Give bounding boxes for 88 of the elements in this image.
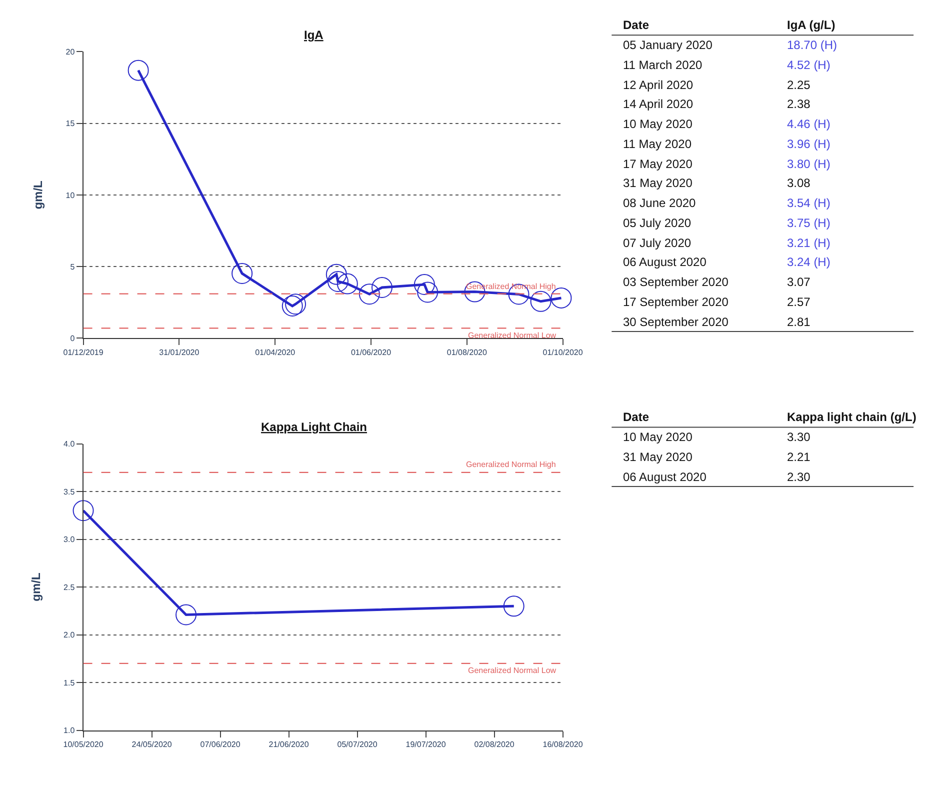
- x-tick-label: 21/06/2020: [268, 740, 310, 749]
- x-tick-label: 16/08/2020: [542, 740, 584, 749]
- y-tick-label: 3.0: [64, 535, 76, 544]
- chart-title: IgA: [304, 28, 324, 42]
- text: 11 May 2020: [623, 137, 692, 151]
- ref-line-label: Generalized Normal High: [466, 460, 556, 469]
- text: 03 September 2020: [623, 275, 729, 289]
- text: 2.57: [787, 295, 811, 309]
- text: 05 July 2020: [623, 216, 692, 230]
- text: 07 July 2020: [623, 236, 692, 250]
- y-tick-label: 15: [66, 119, 76, 128]
- text: 30 September 2020: [623, 315, 729, 329]
- text: 2.38: [787, 97, 811, 111]
- y-tick-label: 1.0: [64, 726, 76, 736]
- point: [372, 277, 392, 298]
- x-tick-label: 24/05/2020: [132, 740, 172, 749]
- text: 17 September 2020: [623, 295, 729, 309]
- text: 2.30: [787, 470, 811, 484]
- text: 3.21 (H): [787, 236, 830, 250]
- x-tick-label: 01/10/2020: [542, 348, 584, 357]
- x-tick-label: 07/06/2020: [200, 740, 241, 749]
- point: [176, 604, 197, 626]
- y-tick-label: 10: [66, 190, 76, 200]
- point: [503, 596, 524, 617]
- point: [358, 284, 380, 305]
- text: 3.24 (H): [787, 255, 830, 269]
- chart-title: Kappa Light Chain: [261, 420, 367, 434]
- text: 3.07: [787, 275, 811, 289]
- text: 06 August 2020: [623, 255, 707, 269]
- x-tick-label: 31/01/2020: [159, 348, 200, 357]
- ref-line-label: Generalized Normal Low: [468, 666, 556, 675]
- text: 2.25: [787, 78, 811, 92]
- point: [282, 295, 303, 316]
- x-tick-label: 10/05/2020: [63, 740, 104, 749]
- point: [530, 290, 552, 312]
- point: [327, 270, 348, 292]
- text: 11 March 2020: [623, 58, 702, 72]
- point: [128, 60, 149, 81]
- text: 2.81: [787, 315, 811, 329]
- text: 10 May 2020: [623, 430, 693, 444]
- point: [285, 294, 306, 315]
- point: [72, 500, 94, 522]
- text: IgA (g/L): [787, 18, 836, 32]
- text: 4.52 (H): [787, 58, 830, 72]
- text: 06 August 2020: [623, 470, 707, 484]
- point: [414, 274, 435, 295]
- point: [232, 262, 253, 284]
- text: 2.21: [787, 450, 811, 464]
- point: [417, 282, 438, 303]
- text: 3.54 (H): [787, 196, 830, 210]
- x-tick-label: 01/04/2020: [255, 348, 296, 357]
- x-tick-label: 01/06/2020: [350, 348, 392, 357]
- text: 17 May 2020: [623, 157, 693, 171]
- y-tick-label: 1.5: [64, 678, 76, 688]
- y-tick-label: 20: [66, 48, 76, 56]
- text: 3.08: [787, 176, 811, 190]
- text: 10 May 2020: [623, 117, 693, 131]
- x-tick-label: 05/07/2020: [337, 740, 378, 749]
- y-tick-label: 4.0: [64, 440, 76, 449]
- x-tick-label: 01/12/2019: [63, 348, 104, 357]
- point: [326, 264, 347, 285]
- text: 3.75 (H): [787, 216, 830, 230]
- y-tick-label: 5: [70, 262, 76, 272]
- y-tick-label: 2.5: [64, 582, 76, 592]
- y-tick-label: 2.0: [64, 630, 76, 640]
- text: 31 May 2020: [623, 450, 693, 464]
- y-tick-label: 0: [70, 334, 76, 344]
- text: 14 April 2020: [623, 97, 694, 111]
- ref-line-label: Generalized Normal Low: [468, 331, 556, 340]
- text: 05 January 2020: [623, 38, 713, 52]
- text: 08 June 2020: [623, 196, 696, 210]
- text: 4.46 (H): [787, 117, 830, 131]
- text: 31 May 2020: [623, 176, 693, 190]
- text: Date: [623, 410, 650, 424]
- text: 12 April 2020: [623, 78, 694, 92]
- x-tick-label: 01/08/2020: [446, 348, 488, 357]
- x-tick-label: 02/08/2020: [474, 740, 515, 749]
- y-axis-title: gm/L: [31, 180, 46, 210]
- text: 3.96 (H): [787, 137, 830, 151]
- y-axis-title: gm/L: [28, 572, 43, 602]
- text: Kappa light chain (g/L): [787, 410, 916, 424]
- x-tick-label: 19/07/2020: [406, 740, 446, 749]
- text: Date: [623, 18, 650, 32]
- text: 3.80 (H): [787, 157, 830, 171]
- text: 18.70 (H): [787, 38, 838, 52]
- y-tick-label: 3.5: [64, 487, 76, 496]
- point: [336, 273, 358, 294]
- text: 3.30: [787, 430, 811, 444]
